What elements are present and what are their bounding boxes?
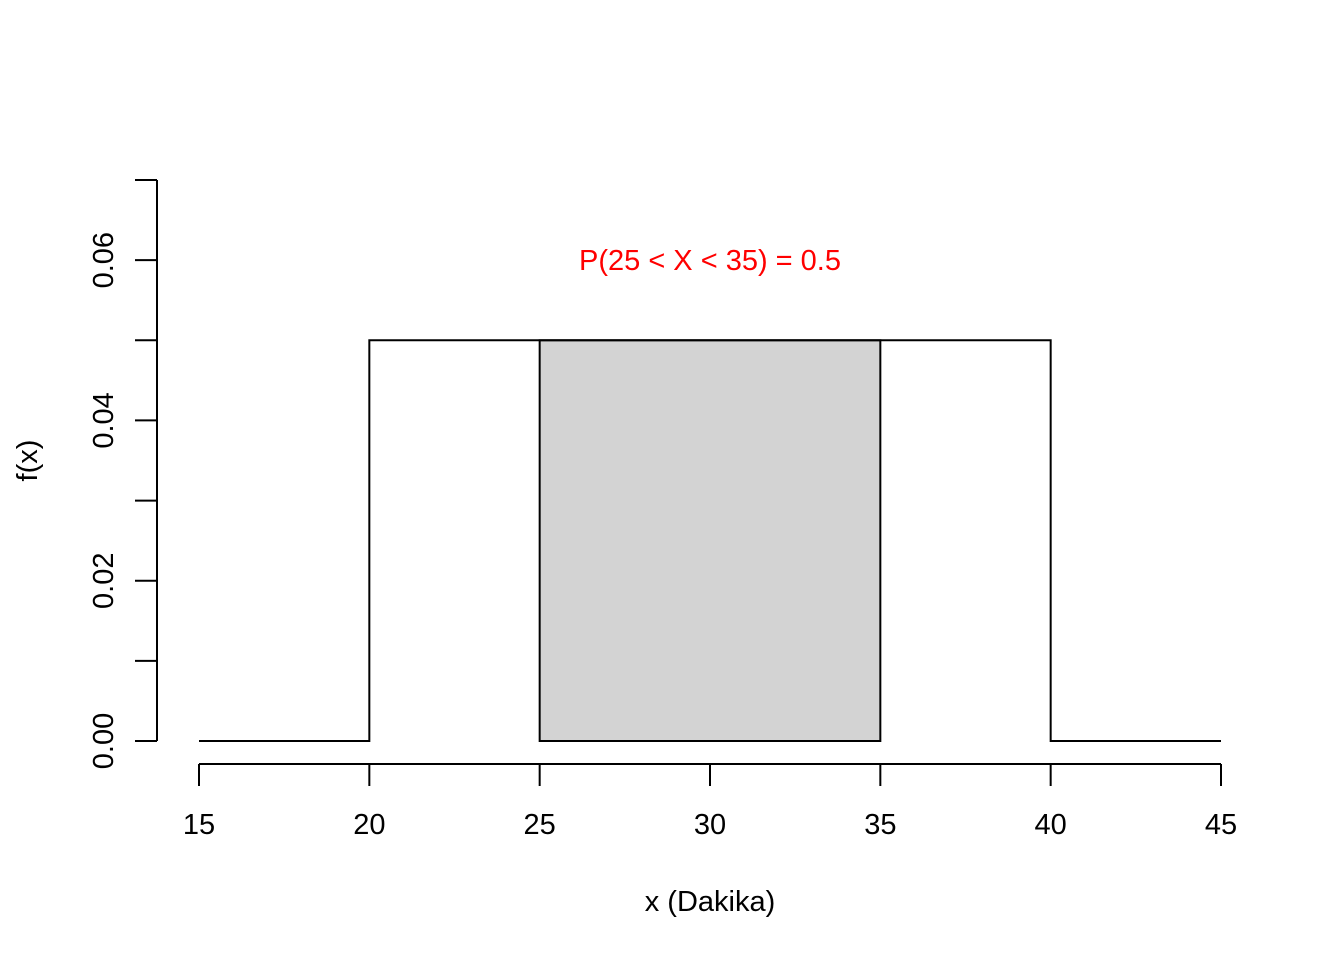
- shaded-probability-region: [538, 339, 882, 742]
- shaded-area-layer: [538, 339, 882, 742]
- x-tick-label: 15: [183, 809, 215, 841]
- y-axis: 0.00 0.02 0.04 0.06: [88, 179, 158, 769]
- y-tick-label: 0.00: [88, 713, 120, 769]
- x-axis-title: x (Dakika): [645, 886, 776, 918]
- density-line-layer: [199, 339, 1221, 742]
- x-tick-label: 25: [524, 809, 556, 841]
- x-tick-label: 20: [353, 809, 385, 841]
- x-tick-label: 40: [1035, 809, 1067, 841]
- y-axis-title: f(x): [12, 440, 44, 482]
- probability-annotation: P(25 < X < 35) = 0.5: [579, 245, 841, 277]
- y-tick-label: 0.02: [88, 552, 120, 608]
- y-tick-label: 0.06: [88, 232, 120, 288]
- x-tick-label: 35: [864, 809, 896, 841]
- x-tick-label: 45: [1205, 809, 1237, 841]
- x-axis: 15 20 25 30 35 40 45: [183, 763, 1237, 841]
- y-tick-label: 0.04: [88, 392, 120, 448]
- density-line: [199, 339, 1221, 742]
- x-tick-label: 30: [694, 809, 726, 841]
